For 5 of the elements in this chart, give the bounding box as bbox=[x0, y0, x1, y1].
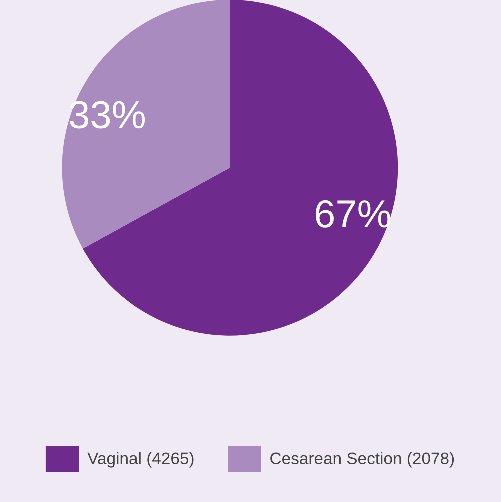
legend-label: Cesarean Section (2078) bbox=[270, 452, 454, 468]
legend-label: Vaginal (4265) bbox=[88, 452, 194, 468]
data-label: 33% bbox=[70, 101, 145, 129]
pie-slice bbox=[62, 0, 230, 249]
data-label: 67% bbox=[316, 200, 390, 228]
